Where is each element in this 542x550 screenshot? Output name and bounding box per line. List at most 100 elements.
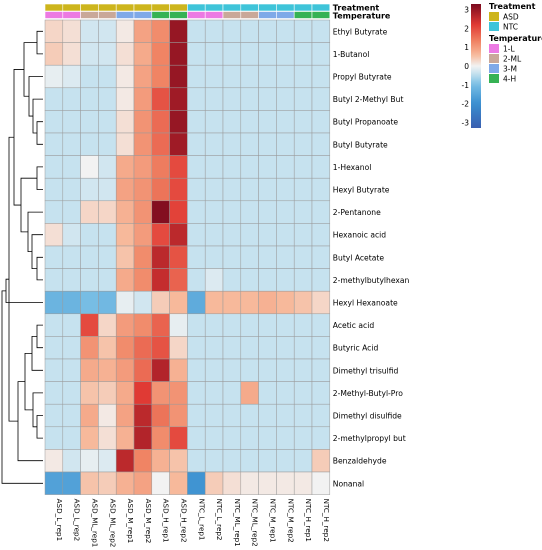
heatmap-cell xyxy=(169,336,188,360)
heatmap-cell xyxy=(133,313,153,337)
heatmap-cell xyxy=(169,471,188,495)
heatmap-cell xyxy=(98,132,117,156)
treatment-annotation-cell xyxy=(133,3,153,12)
heatmap-cell xyxy=(293,223,313,247)
heatmap-cell xyxy=(169,42,188,66)
legend-swatch xyxy=(489,12,499,21)
heatmap-cell xyxy=(115,290,135,315)
heatmap-cell xyxy=(133,471,153,495)
heatmap-cell xyxy=(311,64,331,89)
color-scale-tick-label: -3 xyxy=(462,118,470,127)
heatmap-cell xyxy=(80,381,99,405)
heatmap-cell xyxy=(62,358,81,382)
heatmap-cell xyxy=(293,110,313,134)
heatmap-cell xyxy=(204,313,224,337)
heatmap-cell xyxy=(133,177,153,202)
heatmap-cell xyxy=(311,87,331,111)
heatmap-cell xyxy=(240,110,259,134)
row-label: Butyric Acid xyxy=(333,344,379,353)
heatmap-cell xyxy=(62,313,81,337)
row-label: 2-Methyl-Butyl-Pro xyxy=(333,389,403,398)
heatmap-cell xyxy=(258,64,277,89)
heatmap-cell xyxy=(62,223,81,247)
dendrogram-branch xyxy=(31,336,43,371)
heatmap-cell xyxy=(115,42,135,66)
heatmap-cell xyxy=(98,313,117,337)
treatment-annotation-cell xyxy=(169,3,188,12)
heatmap-cell xyxy=(204,177,224,202)
heatmap-cell xyxy=(44,471,64,495)
column-label: ASD_L_rep2 xyxy=(73,499,82,542)
heatmap-cell xyxy=(276,381,295,405)
heatmap-cell xyxy=(311,290,331,315)
heatmap-cell xyxy=(258,403,277,428)
treatment-annotation-cell xyxy=(311,3,331,12)
heatmap-cell xyxy=(222,42,242,66)
heatmap-cell xyxy=(311,177,331,202)
dendrogram-branch xyxy=(32,98,43,134)
dendrogram-branch xyxy=(36,121,43,145)
heatmap-cell xyxy=(293,245,313,269)
heatmap-cell xyxy=(115,110,135,134)
dendrogram-branch xyxy=(36,415,43,439)
heatmap-cell xyxy=(62,177,81,202)
heatmap-cell xyxy=(276,19,295,43)
heatmap-cell xyxy=(240,42,259,66)
heatmap-cell xyxy=(44,177,64,202)
heatmap-cell xyxy=(293,358,313,382)
heatmap-cell xyxy=(80,358,99,382)
dendrogram-branch xyxy=(31,234,43,269)
heatmap-cell xyxy=(276,358,295,382)
column-label: NTC_M_rep2 xyxy=(286,499,295,543)
treatment-annotation-cell xyxy=(151,3,170,12)
heatmap-cell xyxy=(115,403,135,428)
heatmap-cell xyxy=(204,245,224,269)
heatmap-cell xyxy=(80,177,99,202)
legend-swatch xyxy=(489,64,499,73)
heatmap-cell xyxy=(62,19,81,43)
legend-swatch xyxy=(489,54,499,63)
legend-swatch xyxy=(489,22,499,31)
heatmap-cell xyxy=(44,290,64,315)
dendrogram-branch xyxy=(32,392,43,428)
heatmap-cell xyxy=(311,110,331,134)
row-label: 2-methylbutylhexan xyxy=(333,276,410,285)
treatment-annotation-cell xyxy=(222,3,242,12)
temperature-annotation-cell xyxy=(62,11,81,19)
heatmap-cell xyxy=(62,336,81,360)
heatmap-cell xyxy=(258,290,277,315)
heatmap-cell xyxy=(187,336,206,360)
color-scale-tick-label: 2 xyxy=(464,24,469,33)
column-label: NTC_M_rep1 xyxy=(269,499,278,543)
heatmap-cell xyxy=(204,87,224,111)
dendrogram-branch xyxy=(27,211,43,253)
temperature-annotation-cell xyxy=(80,11,99,19)
heatmap-cell xyxy=(151,155,170,179)
heatmap-cell xyxy=(187,381,206,405)
column-label: NTC_L_rep2 xyxy=(215,499,224,541)
row-label: 2-Pentanone xyxy=(333,208,381,217)
heatmap-cell xyxy=(258,200,277,224)
heatmap-cell xyxy=(204,110,224,134)
heatmap-cell xyxy=(169,449,188,473)
heatmap-cell xyxy=(187,426,206,450)
heatmap-cell xyxy=(115,358,135,382)
heatmap-cell xyxy=(62,290,81,315)
heatmap-cell xyxy=(133,381,153,405)
heatmap-cell xyxy=(276,268,295,292)
heatmap-cell xyxy=(258,155,277,179)
heatmap-cell xyxy=(222,471,242,495)
heatmap-cell xyxy=(222,245,242,269)
heatmap-cell xyxy=(62,64,81,89)
heatmap-cell xyxy=(62,132,81,156)
heatmap-cell xyxy=(133,290,153,315)
heatmap-cell xyxy=(204,426,224,450)
heatmap-cell xyxy=(151,245,170,269)
heatmap-cell xyxy=(80,42,99,66)
treatment-annotation-label: Treatment xyxy=(333,4,380,13)
heatmap-cell xyxy=(169,155,188,179)
heatmap-cell xyxy=(204,132,224,156)
heatmap-cell xyxy=(276,132,295,156)
heatmap-cell xyxy=(98,64,117,89)
heatmap-cell xyxy=(80,471,99,495)
